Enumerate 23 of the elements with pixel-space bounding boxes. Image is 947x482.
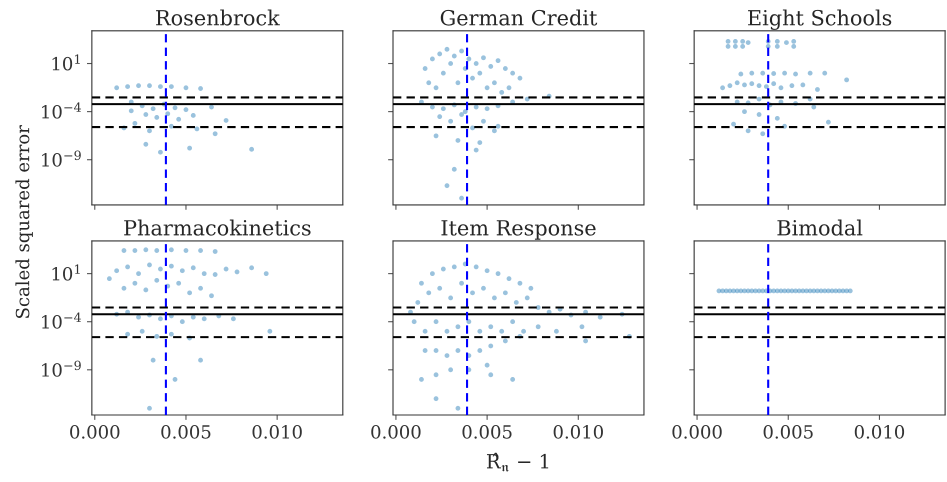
x-tick-label: 0.005 (462, 425, 512, 439)
x-tick-label: 0.000 (371, 425, 421, 439)
x-tick-label: 0.005 (764, 425, 813, 439)
chart-title: Pharmacokinetics (124, 220, 311, 236)
x-tick-label: 0.010 (554, 425, 603, 439)
y-tick-label: 10$^{−4}$ (42, 312, 82, 329)
x-tick-label: 0.010 (252, 425, 302, 439)
y-tick-label: 10$^{−9}$ (42, 150, 81, 167)
y-tick-label: 10$^{−4}$ (42, 102, 82, 119)
y-tick-label: 10$^{1}$ (52, 54, 80, 71)
chart-title: Bimodal (777, 220, 862, 236)
y-tick-label: 10$^{1}$ (52, 264, 80, 281)
y-tick-label: 10$^{−9}$ (42, 360, 81, 377)
chart-title: Eight Schools (748, 9, 892, 30)
x-tick-label: 0.000 (672, 425, 722, 439)
x-tick-label: 0.010 (854, 425, 904, 439)
x-axis-title: R̂$_{𝔫}$ − 1 (486, 452, 548, 472)
chart-title: German Credit (440, 9, 598, 26)
chart-title: Item Response (441, 220, 596, 240)
y-axis-title: Scaled squared error (15, 125, 33, 318)
chart-title: Rosenbrock (156, 9, 280, 26)
x-tick-label: 0.005 (161, 425, 210, 439)
x-tick-label: 0.000 (70, 425, 120, 439)
